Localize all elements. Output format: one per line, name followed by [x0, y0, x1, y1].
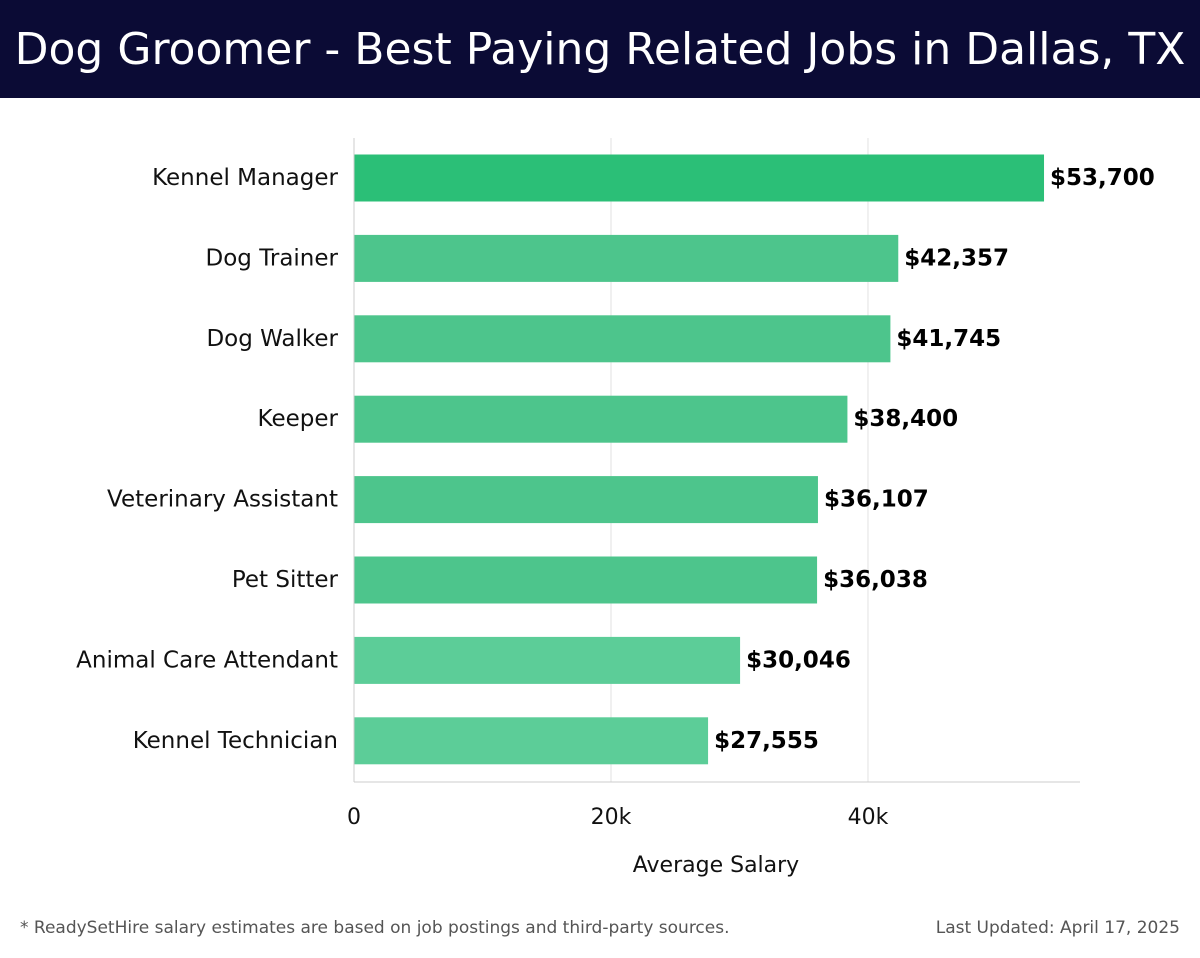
bar [354, 395, 848, 443]
chart-header: Dog Groomer - Best Paying Related Jobs i… [0, 0, 1200, 98]
value-label: $53,700 [1050, 165, 1155, 191]
value-label: $30,046 [746, 647, 851, 673]
value-label: $27,555 [714, 728, 819, 754]
value-label: $42,357 [904, 245, 1009, 271]
value-label: $38,400 [853, 406, 958, 432]
bar [354, 556, 818, 604]
category-label: Pet Sitter [232, 567, 339, 593]
category-label: Animal Care Attendant [76, 647, 338, 673]
last-updated: Last Updated: April 17, 2025 [935, 918, 1180, 938]
category-label: Kennel Manager [152, 165, 338, 191]
category-label: Dog Trainer [206, 245, 339, 271]
bar [354, 717, 709, 765]
bar [354, 476, 818, 524]
x-tick-label: 0 [347, 805, 361, 830]
bar [354, 154, 1045, 202]
x-tick-label: 20k [591, 805, 632, 830]
bar [354, 636, 741, 684]
footnote: * ReadySetHire salary estimates are base… [20, 918, 730, 938]
value-label: $36,038 [823, 567, 928, 593]
x-tick-label: 40k [848, 805, 889, 830]
value-label: $36,107 [824, 487, 929, 513]
bar [354, 315, 891, 363]
x-axis-title: Average Salary [633, 853, 799, 878]
chart-title: Dog Groomer - Best Paying Related Jobs i… [14, 23, 1186, 75]
value-label: $41,745 [896, 326, 1001, 352]
category-label: Veterinary Assistant [107, 487, 338, 513]
bar [354, 234, 899, 282]
category-label: Kennel Technician [133, 728, 338, 754]
category-label: Keeper [258, 406, 339, 432]
salary-bar-chart: Kennel Manager $53,700 Dog Trainer $42,357 D… [76, 138, 1155, 878]
category-label: Dog Walker [206, 326, 338, 352]
